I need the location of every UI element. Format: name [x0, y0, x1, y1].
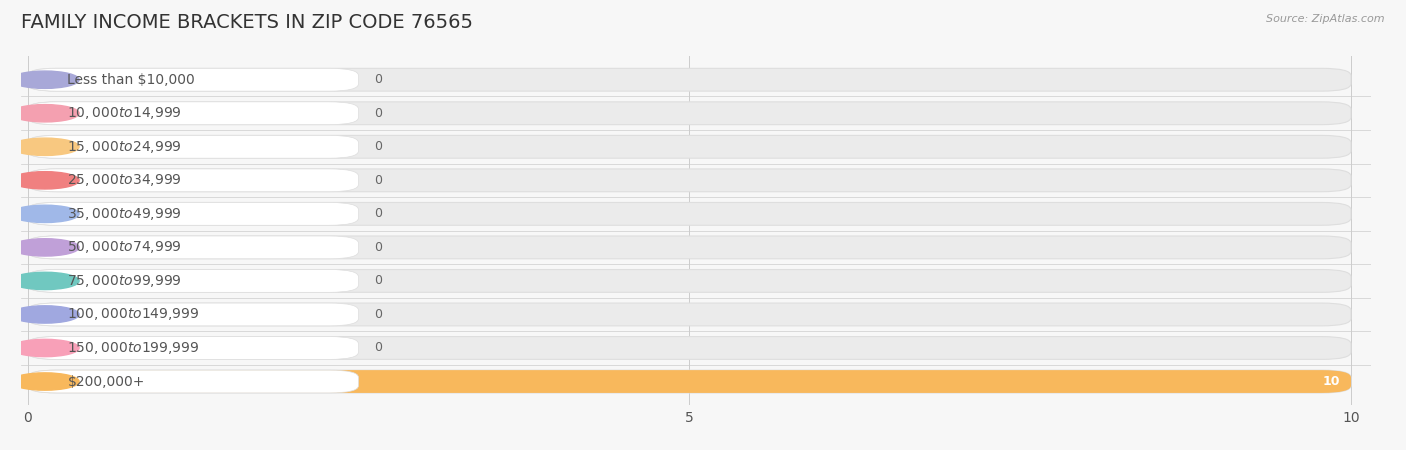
FancyBboxPatch shape	[28, 370, 1351, 393]
Text: 0: 0	[374, 140, 382, 153]
Circle shape	[11, 272, 79, 290]
FancyBboxPatch shape	[28, 68, 359, 91]
Text: Less than $10,000: Less than $10,000	[67, 73, 195, 87]
FancyBboxPatch shape	[28, 102, 1351, 125]
Text: $200,000+: $200,000+	[67, 374, 145, 388]
Text: $15,000 to $24,999: $15,000 to $24,999	[67, 139, 183, 155]
Text: 0: 0	[374, 342, 382, 355]
FancyBboxPatch shape	[28, 337, 1351, 360]
Text: 0: 0	[374, 73, 382, 86]
FancyBboxPatch shape	[28, 337, 359, 360]
Circle shape	[11, 71, 79, 88]
Circle shape	[11, 306, 79, 323]
Text: $25,000 to $34,999: $25,000 to $34,999	[67, 172, 183, 188]
FancyBboxPatch shape	[28, 135, 359, 158]
FancyBboxPatch shape	[28, 169, 359, 192]
Text: $150,000 to $199,999: $150,000 to $199,999	[67, 340, 200, 356]
FancyBboxPatch shape	[28, 270, 359, 293]
Circle shape	[11, 104, 79, 122]
FancyBboxPatch shape	[28, 202, 359, 225]
Text: $10,000 to $14,999: $10,000 to $14,999	[67, 105, 183, 121]
FancyBboxPatch shape	[28, 370, 359, 393]
FancyBboxPatch shape	[28, 236, 1351, 259]
Text: 0: 0	[374, 107, 382, 120]
Text: 0: 0	[374, 274, 382, 288]
FancyBboxPatch shape	[28, 370, 1351, 393]
Text: Source: ZipAtlas.com: Source: ZipAtlas.com	[1267, 14, 1385, 23]
FancyBboxPatch shape	[28, 303, 359, 326]
Text: $50,000 to $74,999: $50,000 to $74,999	[67, 239, 183, 256]
FancyBboxPatch shape	[28, 169, 1351, 192]
FancyBboxPatch shape	[28, 68, 1351, 91]
Text: FAMILY INCOME BRACKETS IN ZIP CODE 76565: FAMILY INCOME BRACKETS IN ZIP CODE 76565	[21, 14, 472, 32]
FancyBboxPatch shape	[28, 270, 1351, 293]
Circle shape	[11, 339, 79, 357]
Text: 0: 0	[374, 207, 382, 220]
Text: 0: 0	[374, 308, 382, 321]
Circle shape	[11, 239, 79, 256]
FancyBboxPatch shape	[28, 135, 1351, 158]
Circle shape	[11, 373, 79, 390]
Text: 0: 0	[374, 241, 382, 254]
Circle shape	[11, 205, 79, 222]
Circle shape	[11, 138, 79, 155]
FancyBboxPatch shape	[28, 303, 1351, 326]
Circle shape	[11, 171, 79, 189]
Text: $75,000 to $99,999: $75,000 to $99,999	[67, 273, 183, 289]
Text: 0: 0	[374, 174, 382, 187]
FancyBboxPatch shape	[28, 102, 359, 125]
Text: 10: 10	[1323, 375, 1340, 388]
FancyBboxPatch shape	[28, 236, 359, 259]
Text: $100,000 to $149,999: $100,000 to $149,999	[67, 306, 200, 323]
FancyBboxPatch shape	[28, 202, 1351, 225]
Text: $35,000 to $49,999: $35,000 to $49,999	[67, 206, 183, 222]
